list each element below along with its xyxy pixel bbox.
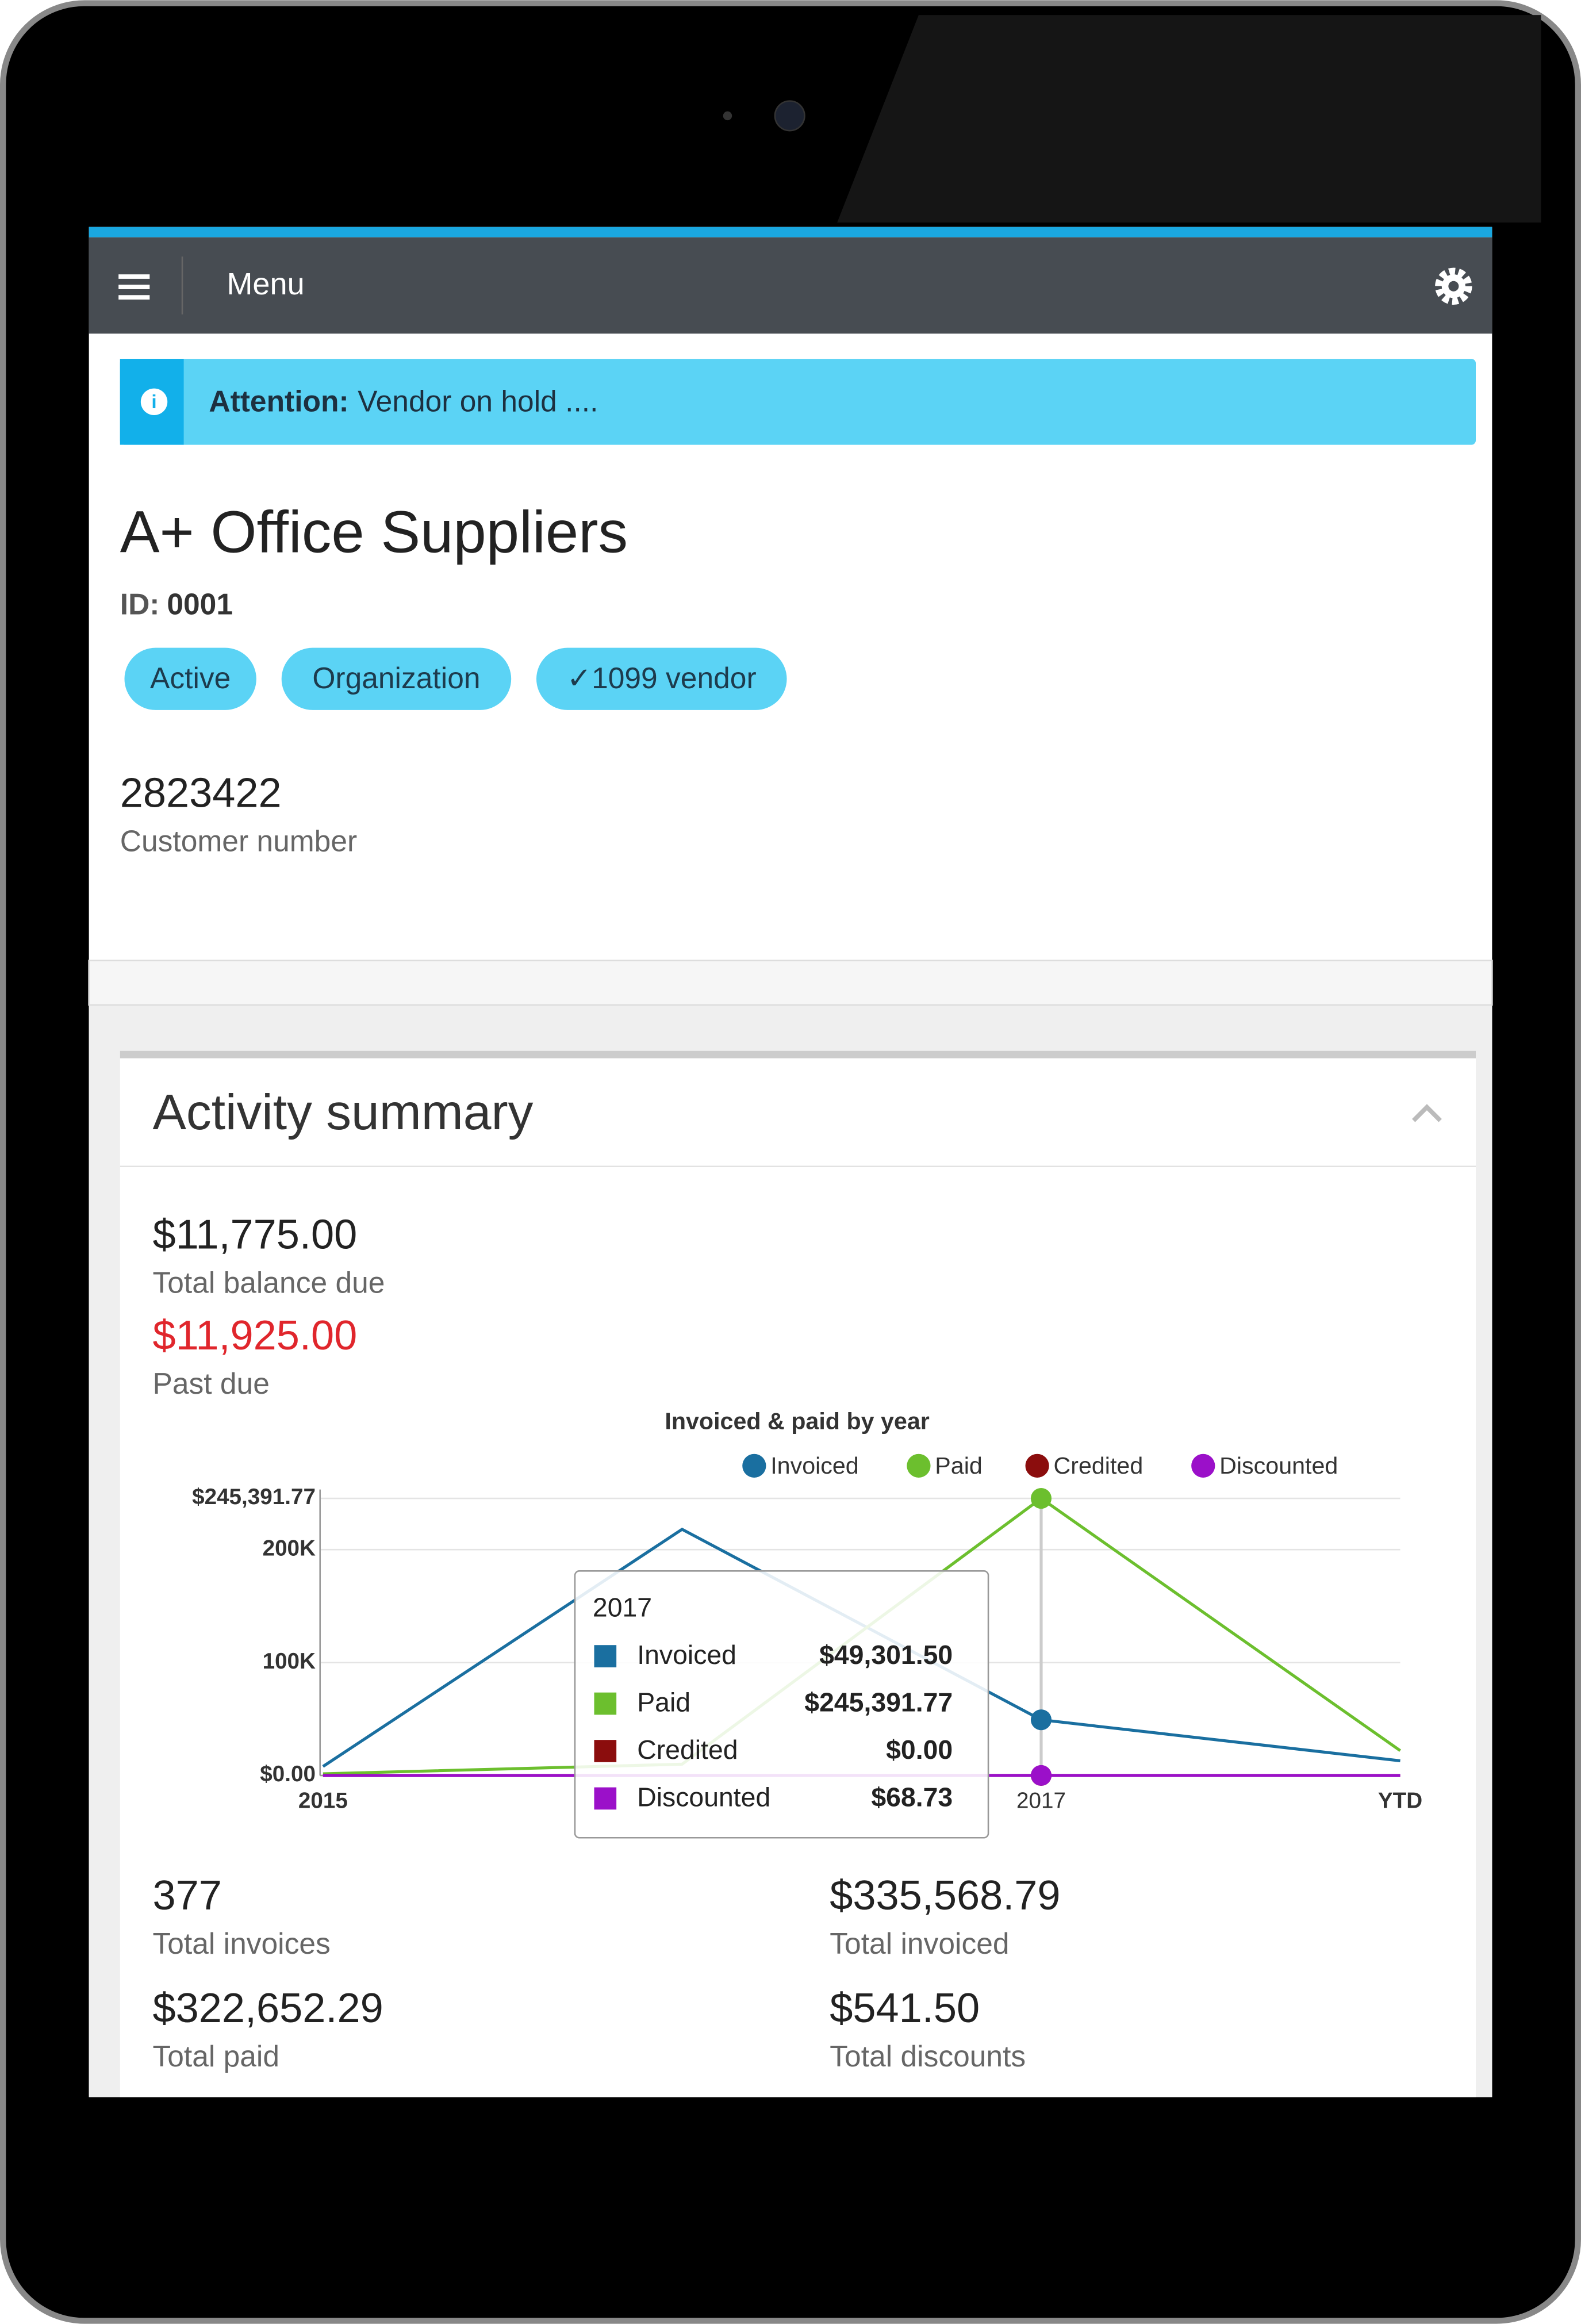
- sensor: [723, 111, 732, 121]
- tag: [281, 647, 512, 710]
- legend-label: Invoiced: [770, 1452, 859, 1479]
- camera: [774, 100, 805, 132]
- tooltip-value: $68.73: [871, 1782, 953, 1812]
- hamburger-line: [118, 295, 150, 300]
- balance-label: Total balance due: [152, 1266, 385, 1299]
- nav-bar: [89, 237, 1492, 334]
- hamburger-line: [118, 274, 150, 279]
- tooltip-swatch: [594, 1692, 617, 1715]
- stat-label: Total invoiced: [830, 1927, 1009, 1960]
- x-tick-label: 2017: [1016, 1789, 1066, 1813]
- tag-label: ✓1099 vendor: [567, 661, 757, 695]
- menu-button[interactable]: [118, 274, 150, 300]
- vendor-name: A+ Office Suppliers: [120, 499, 628, 565]
- info-glyph: i: [151, 392, 156, 413]
- card-top: [120, 1050, 1476, 1059]
- x-tick-label: 2015: [298, 1789, 348, 1813]
- legend-label: Discounted: [1219, 1452, 1338, 1479]
- collapse-button[interactable]: [1412, 1104, 1442, 1122]
- tag: [536, 647, 787, 710]
- tooltip: [574, 1570, 989, 1839]
- top-accent: [89, 227, 1492, 237]
- tooltip-swatch: [594, 1787, 617, 1810]
- point-marker: [1030, 1488, 1052, 1509]
- tag: [124, 647, 256, 710]
- legend-label: Paid: [935, 1452, 983, 1479]
- y-tick-label: 100K: [263, 1649, 316, 1674]
- tooltip-title: 2017: [593, 1593, 652, 1623]
- vendor-id: ID: 0001: [120, 587, 233, 620]
- tooltip-swatch: [594, 1740, 617, 1762]
- alert: [120, 359, 1476, 445]
- x-tick-label: YTD: [1378, 1789, 1422, 1813]
- gear-teeth: [1435, 267, 1472, 305]
- balance: $11,775.00: [152, 1212, 357, 1258]
- tooltip-value: $0.00: [886, 1735, 953, 1765]
- stat-label: Total paid: [152, 2039, 279, 2073]
- tooltip-name: Invoiced: [637, 1640, 736, 1670]
- customer-number: 2823422: [120, 770, 282, 816]
- tooltip-value: $49,301.50: [819, 1640, 953, 1670]
- alert-message: Vendor on hold ....: [358, 384, 598, 417]
- tag-label: Active: [150, 661, 231, 695]
- stat-label: Total invoices: [152, 1927, 330, 1960]
- info-icon: [140, 388, 168, 416]
- legend-marker: [907, 1454, 931, 1478]
- band: [88, 960, 1493, 1006]
- tooltip-name: Discounted: [637, 1782, 770, 1812]
- past-due: $11,925.00: [152, 1313, 357, 1359]
- alert-label: Attention:: [209, 384, 348, 417]
- tooltip-value: $245,391.77: [804, 1688, 953, 1717]
- tag-label: Organization: [312, 661, 480, 695]
- alert-text: Attention: Vendor on hold ....: [209, 384, 598, 417]
- tooltip-name: Credited: [637, 1735, 738, 1765]
- tooltip-name: Paid: [637, 1688, 690, 1717]
- chart-title: Invoiced & paid by year: [665, 1408, 929, 1434]
- settings-button[interactable]: [1435, 267, 1472, 305]
- legend-marker: [742, 1454, 766, 1478]
- stat-value: 377: [152, 1873, 221, 1919]
- gear-hole: [1448, 281, 1459, 292]
- legend-marker: [1191, 1454, 1215, 1478]
- customer-number-label: Customer number: [120, 824, 357, 857]
- y-tick-label: $0.00: [260, 1762, 316, 1786]
- legend-label: Credited: [1053, 1452, 1143, 1479]
- past-due-label: Past due: [152, 1367, 269, 1400]
- tooltip-swatch: [594, 1645, 617, 1667]
- card-title: Activity summary: [152, 1084, 533, 1140]
- y-tick-label: 200K: [263, 1536, 316, 1560]
- point-marker: [1030, 1765, 1052, 1786]
- id-value: 0001: [167, 587, 233, 620]
- hamburger-line: [118, 285, 150, 289]
- legend-marker: [1025, 1454, 1049, 1478]
- stat-value: $541.50: [830, 1985, 980, 2031]
- stat-value: $322,652.29: [152, 1985, 383, 2031]
- id-label: ID:: [120, 587, 160, 620]
- point-marker: [1030, 1709, 1052, 1731]
- menu-label[interactable]: Menu: [227, 267, 304, 301]
- glare: [837, 15, 1541, 223]
- y-tick-label: $245,391.77: [192, 1485, 316, 1509]
- stat-label: Total discounts: [830, 2039, 1026, 2073]
- stat-value: $335,568.79: [830, 1873, 1060, 1919]
